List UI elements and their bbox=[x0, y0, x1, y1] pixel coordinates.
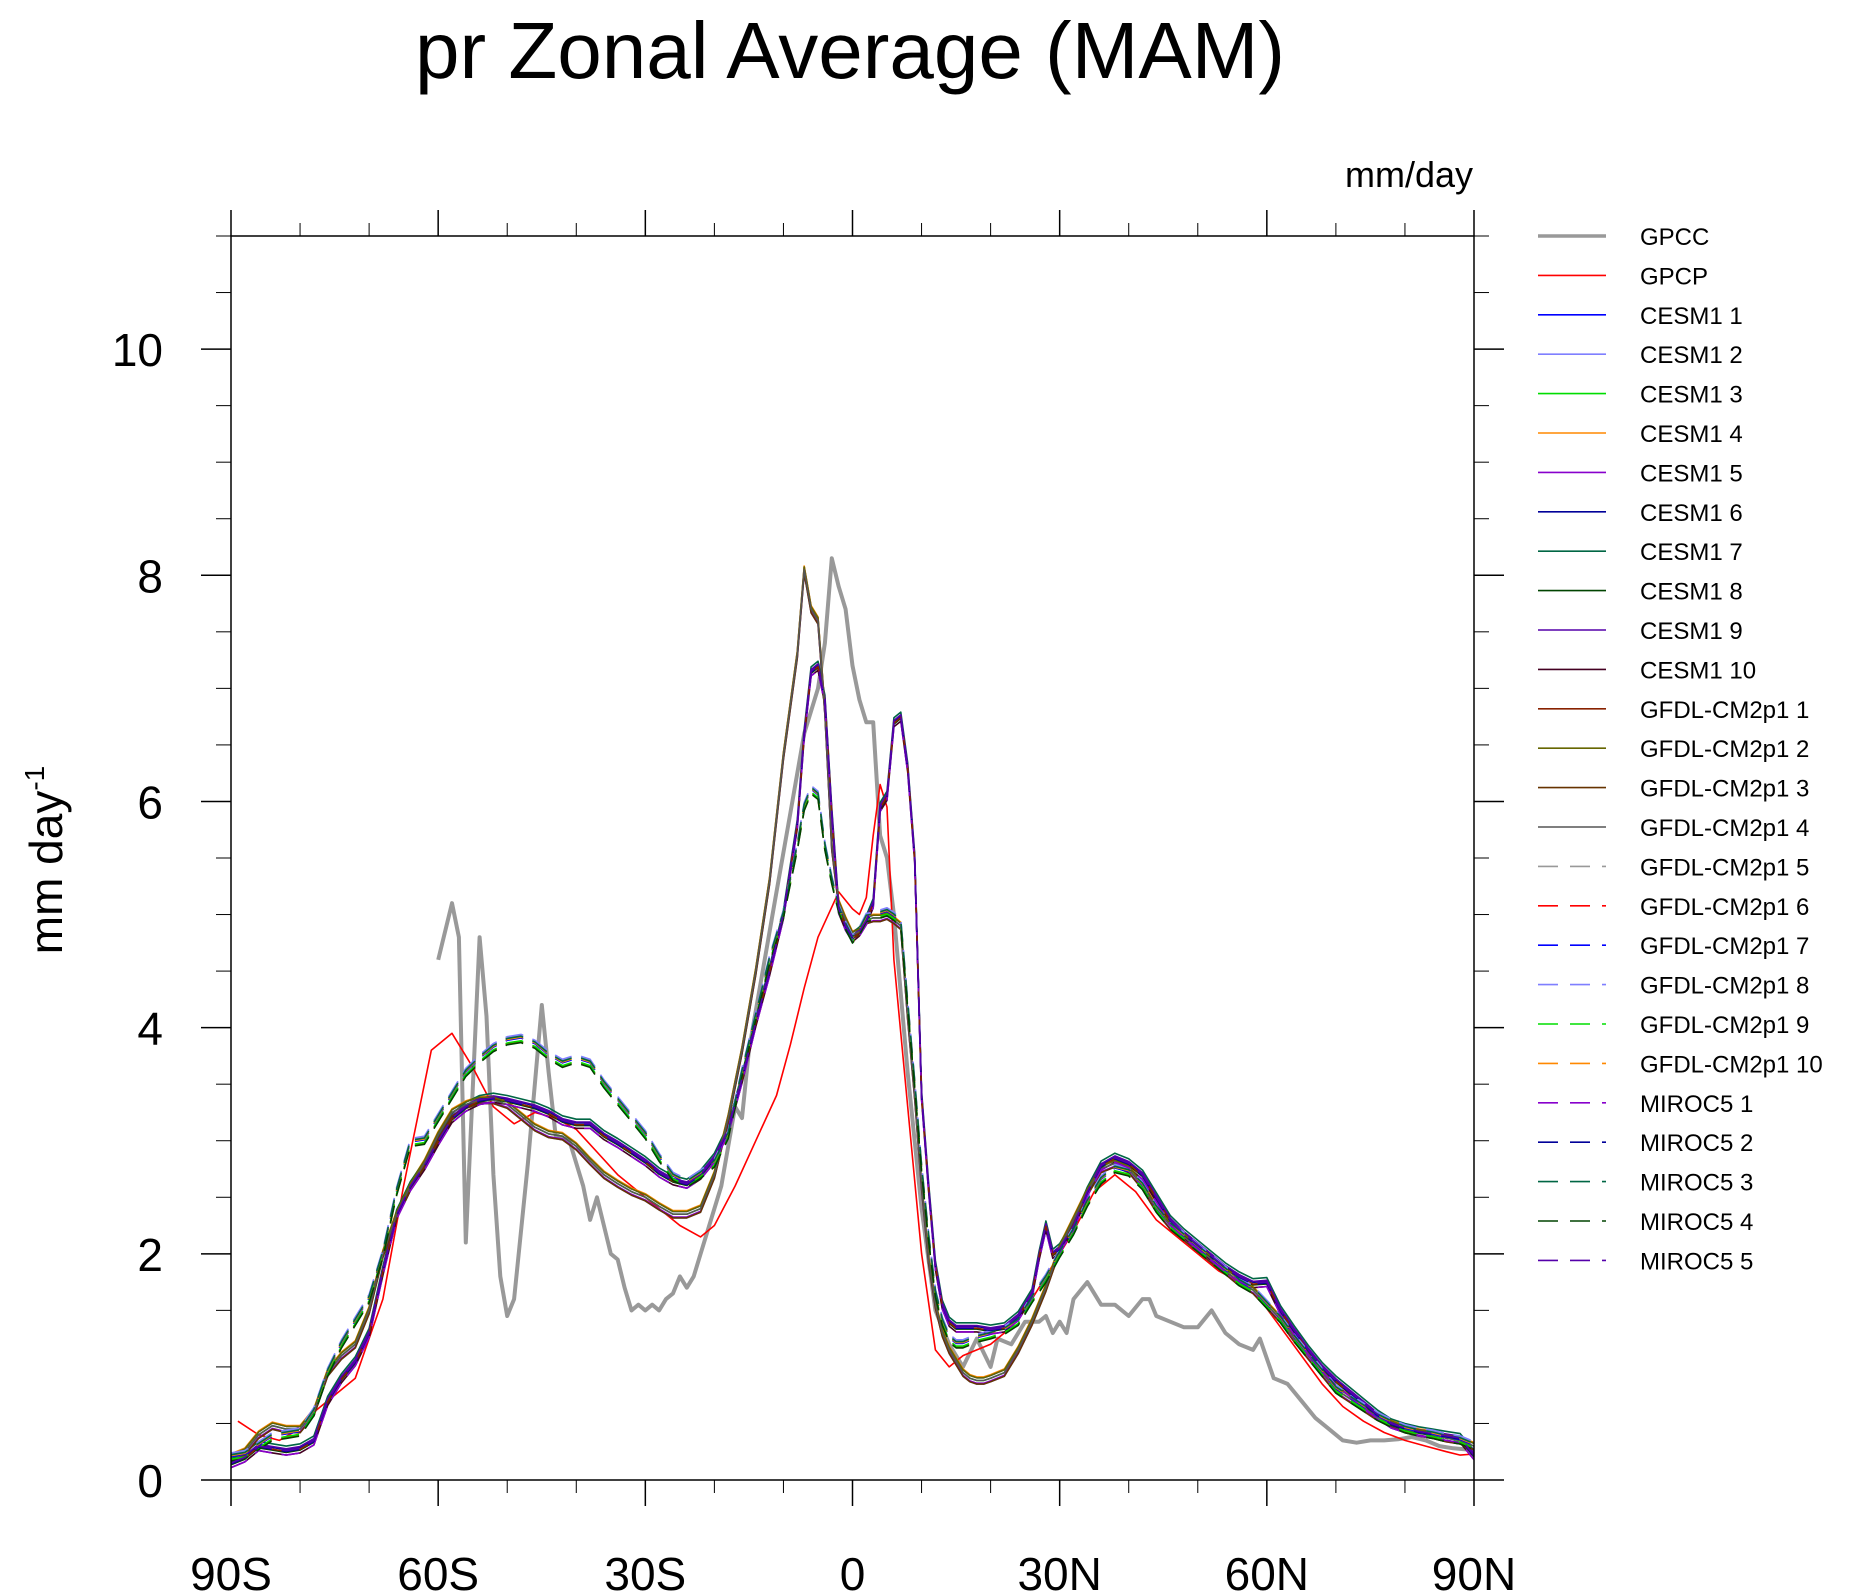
units-label: mm/day bbox=[1345, 154, 1473, 195]
series-line-gfdl-cm2p1-1 bbox=[230, 665, 1475, 1465]
y-tick-label: 10 bbox=[112, 324, 163, 376]
svg-text:mm day-1: mm day-1 bbox=[19, 766, 72, 955]
legend-label: GPCC bbox=[1640, 224, 1709, 251]
series-line-cesm1-10 bbox=[230, 669, 1475, 1469]
legend-label: GFDL-CM2p1 1 bbox=[1640, 697, 1809, 724]
legend-label: CESM1 9 bbox=[1640, 618, 1743, 645]
series-line-gfdl-cm2p1-9 bbox=[230, 791, 1475, 1460]
legend-label: CESM1 3 bbox=[1640, 382, 1743, 409]
legend: GPCC GPCP CESM1 1 CESM1 2 CESM1 3 CESM1 4 CESM… bbox=[1538, 224, 1823, 1275]
series-line-miroc5-1 bbox=[230, 669, 1475, 1469]
legend-label: MIROC5 3 bbox=[1640, 1170, 1753, 1197]
legend-label: GFDL-CM2p1 2 bbox=[1640, 736, 1809, 763]
series-line-miroc5-4 bbox=[230, 793, 1475, 1462]
x-tick-label: 0 bbox=[840, 1548, 866, 1595]
series-line-miroc5-2 bbox=[230, 665, 1475, 1465]
series-line-cesm1-6 bbox=[230, 664, 1475, 1463]
legend-label: GPCP bbox=[1640, 263, 1708, 290]
legend-label: CESM1 2 bbox=[1640, 342, 1743, 369]
y-axis-label-exponent: -1 bbox=[19, 766, 50, 791]
legend-label: GFDL-CM2p1 6 bbox=[1640, 894, 1809, 921]
legend-label: CESM1 4 bbox=[1640, 421, 1743, 448]
y-tick-label: 2 bbox=[137, 1229, 163, 1281]
series-line-gfdl-cm2p1-2 bbox=[230, 566, 1475, 1456]
legend-label: MIROC5 2 bbox=[1640, 1130, 1753, 1157]
series-line-gfdl-cm2p1-6 bbox=[230, 792, 1475, 1461]
x-tick-label: 90N bbox=[1432, 1548, 1516, 1595]
series-line-gpcp bbox=[237, 783, 1475, 1456]
legend-label: MIROC5 5 bbox=[1640, 1248, 1753, 1275]
x-tick-label: 30N bbox=[1017, 1548, 1101, 1595]
series-line-gfdl-cm2p1-3 bbox=[230, 572, 1475, 1462]
legend-label: GFDL-CM2p1 3 bbox=[1640, 776, 1809, 803]
chart-title: pr Zonal Average (MAM) bbox=[415, 6, 1285, 95]
series-line-miroc5-3 bbox=[230, 786, 1475, 1456]
series-line-cesm1-8 bbox=[230, 666, 1475, 1466]
series-line-gpcc bbox=[436, 556, 1468, 1452]
legend-label: CESM1 8 bbox=[1640, 579, 1743, 606]
x-tick-label: 30S bbox=[604, 1548, 686, 1595]
series-line-cesm1-7 bbox=[230, 660, 1475, 1460]
y-tick-label: 0 bbox=[137, 1455, 163, 1507]
legend-label: GFDL-CM2p1 4 bbox=[1640, 815, 1809, 842]
legend-label: CESM1 7 bbox=[1640, 539, 1743, 566]
legend-label: MIROC5 1 bbox=[1640, 1091, 1753, 1118]
plot-frame bbox=[230, 235, 1475, 1481]
y-tick-label: 4 bbox=[137, 1003, 163, 1055]
x-tick-label: 60N bbox=[1225, 1548, 1309, 1595]
legend-label: CESM1 5 bbox=[1640, 460, 1743, 487]
legend-label: GFDL-CM2p1 8 bbox=[1640, 973, 1809, 1000]
legend-label: GFDL-CM2p1 9 bbox=[1640, 1012, 1809, 1039]
series-line-gfdl-cm2p1-7 bbox=[230, 788, 1475, 1458]
x-tick-label: 60S bbox=[397, 1548, 479, 1595]
legend-label: GFDL-CM2p1 5 bbox=[1640, 854, 1809, 881]
series-line-miroc5-5 bbox=[230, 664, 1475, 1464]
legend-label: GFDL-CM2p1 7 bbox=[1640, 933, 1809, 960]
series-line-cesm1-9 bbox=[230, 663, 1475, 1462]
y-tick-label: 8 bbox=[137, 550, 163, 602]
y-axis-label: mm day bbox=[20, 791, 72, 955]
legend-label: GFDL-CM2p1 10 bbox=[1640, 1051, 1823, 1078]
x-tick-label: 90S bbox=[190, 1548, 272, 1595]
legend-label: CESM1 6 bbox=[1640, 500, 1743, 527]
y-axis-title: mm day-1 bbox=[19, 766, 72, 955]
legend-label: MIROC5 4 bbox=[1640, 1209, 1753, 1236]
legend-label: CESM1 1 bbox=[1640, 303, 1743, 330]
y-tick-label: 6 bbox=[137, 776, 163, 828]
legend-label: CESM1 10 bbox=[1640, 657, 1756, 684]
